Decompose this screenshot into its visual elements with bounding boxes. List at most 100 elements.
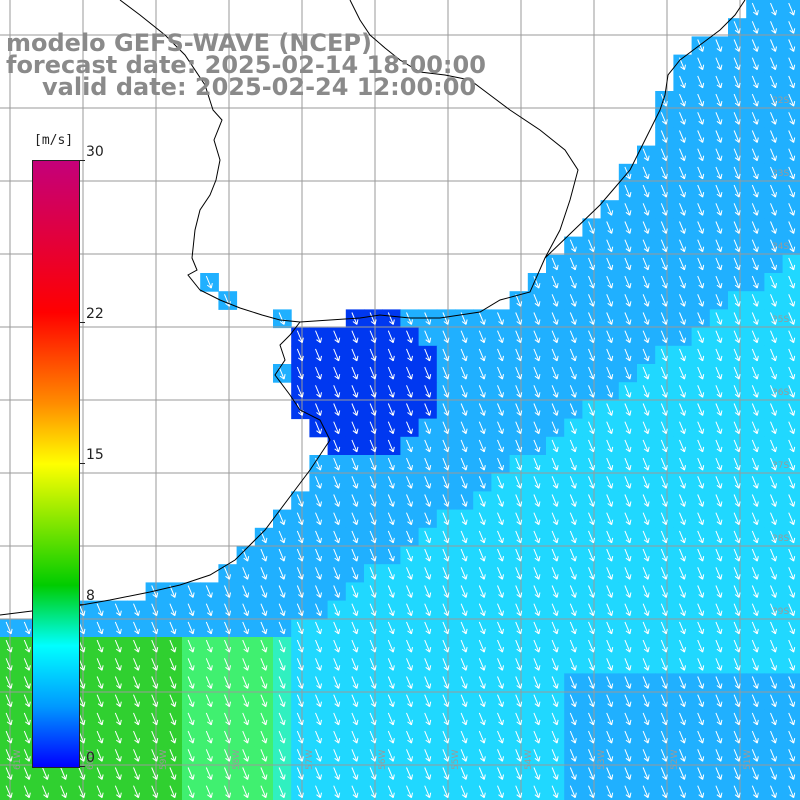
- wind-arrow: [151, 639, 159, 653]
- wind-speed-cell: [509, 764, 529, 784]
- wind-speed-cell: [564, 436, 583, 456]
- wind-speed-cell: [400, 582, 420, 602]
- longitude-label: 60W: [86, 750, 96, 770]
- wind-speed-cell: [309, 345, 329, 365]
- wind-arrow: [442, 548, 450, 562]
- wind-speed-cell: [709, 273, 729, 292]
- wind-speed-cell: [145, 618, 165, 638]
- wind-arrow: [624, 530, 632, 544]
- wind-speed-cell: [455, 655, 474, 674]
- wind-arrow: [770, 512, 777, 526]
- wind-arrow: [387, 567, 395, 580]
- wind-arrow: [679, 621, 686, 635]
- wind-arrow: [715, 93, 723, 107]
- wind-arrow: [442, 749, 450, 762]
- wind-arrow: [278, 603, 286, 617]
- wind-arrow: [424, 348, 432, 362]
- wind-arrow: [478, 476, 486, 489]
- wind-arrow: [333, 403, 341, 416]
- wind-arrow: [42, 767, 49, 780]
- wind-speed-cell: [764, 309, 784, 329]
- wind-arrow: [351, 494, 359, 507]
- wind-arrow: [751, 184, 759, 198]
- wind-arrow: [715, 257, 723, 271]
- wind-arrow: [679, 112, 686, 125]
- wind-speed-cell: [436, 691, 456, 711]
- wind-arrow: [733, 712, 741, 726]
- wind-arrow: [733, 257, 741, 271]
- wind-arrow: [533, 694, 541, 708]
- wind-speed-cell: [764, 254, 784, 274]
- wind-arrow: [424, 439, 432, 453]
- wind-arrow: [5, 749, 13, 762]
- wind-arrow: [788, 585, 796, 598]
- wind-speed-cell: [673, 728, 693, 747]
- wind-arrow: [497, 421, 504, 435]
- wind-arrow: [515, 694, 523, 708]
- wind-arrow: [642, 512, 650, 526]
- wind-arrow: [351, 512, 359, 526]
- longitude-label: 56W: [378, 750, 388, 770]
- wind-speed-cell: [400, 782, 420, 800]
- wind-speed-cell: [618, 691, 638, 711]
- wind-speed-cell: [473, 782, 492, 800]
- wind-arrow: [151, 785, 159, 799]
- wind-arrow: [242, 749, 250, 762]
- wind-speed-cell: [163, 764, 183, 784]
- wind-speed-cell: [491, 764, 511, 784]
- wind-speed-cell: [436, 728, 456, 747]
- wind-arrow: [387, 749, 395, 762]
- wind-speed-cell: [673, 291, 693, 310]
- wind-speed-cell: [291, 491, 310, 511]
- wind-arrow: [733, 348, 741, 362]
- wind-arrow: [624, 585, 632, 598]
- wind-speed-cell: [655, 655, 674, 674]
- wind-speed-cell: [637, 145, 656, 165]
- wind-arrow: [751, 348, 759, 362]
- wind-arrow: [515, 712, 523, 726]
- wind-arrow: [660, 712, 668, 726]
- wind-speed-cell: [436, 764, 456, 784]
- wind-arrow: [751, 749, 759, 762]
- wind-arrow: [369, 639, 377, 653]
- wind-speed-cell: [673, 364, 693, 383]
- wind-arrow: [533, 548, 541, 562]
- wind-speed-cell: [564, 655, 583, 674]
- wind-speed-cell: [728, 382, 747, 401]
- wind-speed-cell: [145, 746, 165, 765]
- wind-speed-cell: [491, 637, 511, 656]
- wind-arrow: [642, 530, 650, 544]
- wind-speed-cell: [709, 709, 729, 729]
- wind-speed-cell: [527, 309, 547, 329]
- wind-arrow: [515, 548, 523, 562]
- wind-arrow: [224, 603, 231, 617]
- wind-arrow: [333, 603, 341, 617]
- wind-speed-cell: [618, 764, 638, 784]
- wind-speed-cell: [254, 746, 274, 765]
- wind-speed-cell: [564, 782, 583, 800]
- wind-speed-cell: [764, 236, 784, 256]
- wind-arrow: [624, 603, 632, 617]
- wind-arrow: [715, 512, 723, 526]
- wind-arrow: [478, 421, 486, 435]
- wind-arrow: [278, 639, 286, 653]
- wind-speed-cell: [145, 782, 165, 800]
- wind-speed-cell: [509, 455, 529, 474]
- wind-arrow: [369, 385, 377, 398]
- wind-arrow: [770, 658, 777, 671]
- wind-speed-cell: [728, 764, 747, 784]
- wind-arrow: [515, 421, 523, 435]
- wind-arrow: [315, 385, 322, 398]
- wind-arrow: [660, 184, 668, 198]
- wind-speed-cell: [564, 527, 583, 547]
- wind-arrow: [387, 494, 395, 507]
- wind-arrow: [715, 330, 723, 344]
- wind-arrow: [351, 585, 359, 598]
- wind-speed-cell: [600, 764, 620, 784]
- wind-speed-cell: [564, 473, 583, 492]
- wind-speed-cell: [145, 600, 165, 620]
- wind-speed-cell: [127, 709, 147, 729]
- wind-speed-cell: [728, 491, 747, 511]
- wind-speed-cell: [364, 600, 383, 620]
- wind-arrow: [23, 694, 31, 708]
